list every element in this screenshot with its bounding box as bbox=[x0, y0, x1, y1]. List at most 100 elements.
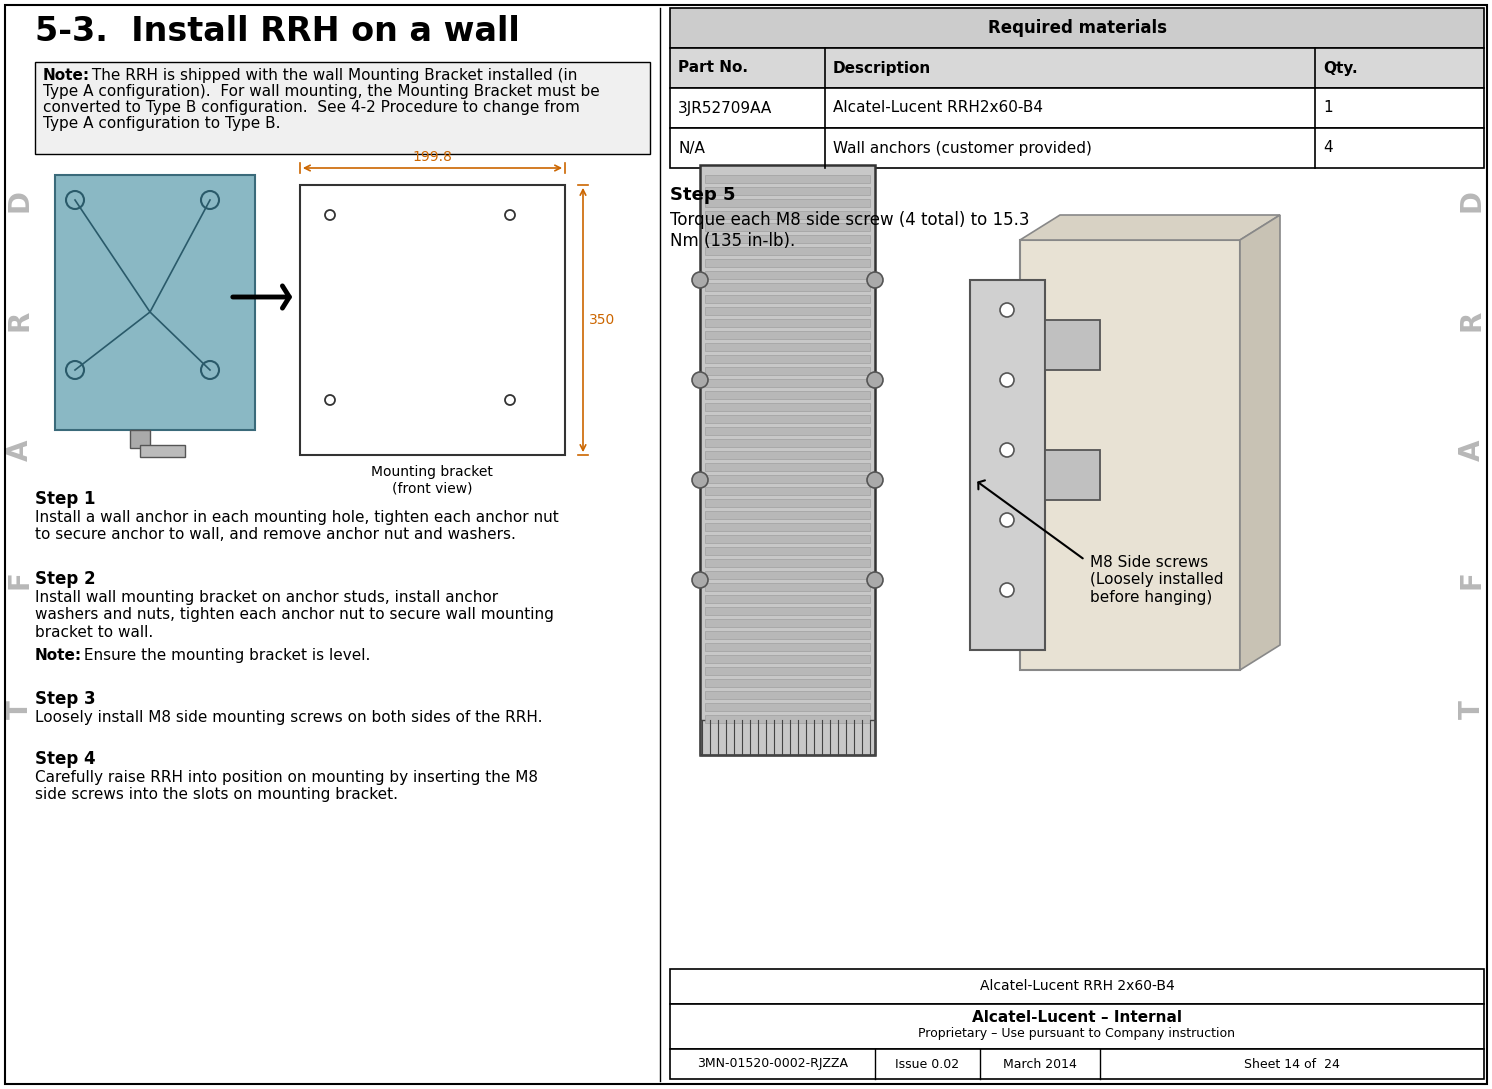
Text: 5-3.  Install RRH on a wall: 5-3. Install RRH on a wall bbox=[34, 15, 519, 48]
Text: Alcatel-Lucent – Internal: Alcatel-Lucent – Internal bbox=[971, 1010, 1182, 1025]
Text: Step 4: Step 4 bbox=[34, 750, 95, 768]
Text: T: T bbox=[6, 700, 34, 720]
Circle shape bbox=[1000, 583, 1015, 597]
Text: D: D bbox=[6, 188, 34, 211]
Bar bbox=[706, 583, 870, 591]
Bar bbox=[706, 475, 870, 484]
Bar bbox=[706, 175, 870, 183]
Bar bbox=[706, 259, 870, 267]
Text: 3MN-01520-0002-RJZZA: 3MN-01520-0002-RJZZA bbox=[697, 1057, 847, 1070]
Circle shape bbox=[692, 472, 709, 488]
Text: N/A: N/A bbox=[677, 140, 704, 156]
Text: A: A bbox=[1458, 439, 1486, 461]
Bar bbox=[706, 535, 870, 543]
Bar bbox=[706, 427, 870, 435]
Text: converted to Type B configuration.  See 4-2 Procedure to change from: converted to Type B configuration. See 4… bbox=[43, 100, 580, 115]
Text: Note:: Note: bbox=[34, 648, 82, 663]
Bar bbox=[670, 48, 1485, 88]
Circle shape bbox=[692, 372, 709, 388]
Bar bbox=[706, 271, 870, 279]
Bar bbox=[706, 331, 870, 339]
Text: Torque each M8 side screw (4 total) to 15.3
Nm (135 in-lb).: Torque each M8 side screw (4 total) to 1… bbox=[670, 211, 1029, 249]
Text: D: D bbox=[1458, 188, 1486, 211]
Bar bbox=[670, 8, 1485, 48]
Text: T: T bbox=[1458, 700, 1486, 720]
Bar bbox=[700, 166, 874, 755]
Text: Qty.: Qty. bbox=[1323, 61, 1358, 75]
Bar bbox=[706, 463, 870, 472]
Bar bbox=[706, 223, 870, 231]
Text: A: A bbox=[6, 439, 34, 461]
Bar bbox=[34, 62, 651, 154]
Text: Step 2: Step 2 bbox=[34, 570, 95, 588]
Bar bbox=[670, 1004, 1485, 1049]
Text: Part No.: Part No. bbox=[677, 61, 747, 75]
Bar bbox=[706, 211, 870, 219]
Text: Alcatel-Lucent RRH 2x60-B4: Alcatel-Lucent RRH 2x60-B4 bbox=[980, 979, 1174, 993]
Bar bbox=[706, 439, 870, 446]
Bar bbox=[706, 343, 870, 351]
Circle shape bbox=[1000, 303, 1015, 317]
Bar bbox=[706, 654, 870, 663]
Bar bbox=[706, 235, 870, 243]
Text: Step 1: Step 1 bbox=[34, 490, 95, 507]
Bar bbox=[706, 523, 870, 531]
Bar bbox=[706, 511, 870, 519]
Text: Alcatel-Lucent RRH2x60-B4: Alcatel-Lucent RRH2x60-B4 bbox=[833, 100, 1043, 115]
Bar bbox=[706, 367, 870, 375]
Polygon shape bbox=[1240, 215, 1280, 670]
Bar bbox=[55, 175, 255, 430]
Bar bbox=[700, 720, 874, 755]
Text: Carefully raise RRH into position on mounting by inserting the M8
side screws in: Carefully raise RRH into position on mou… bbox=[34, 770, 539, 803]
Polygon shape bbox=[1021, 215, 1280, 240]
Circle shape bbox=[1000, 443, 1015, 457]
Bar bbox=[706, 307, 870, 315]
Bar bbox=[706, 680, 870, 687]
Text: March 2014: March 2014 bbox=[1003, 1057, 1077, 1070]
Text: Sheet 14 of  24: Sheet 14 of 24 bbox=[1244, 1057, 1340, 1070]
Bar bbox=[706, 643, 870, 651]
Bar bbox=[706, 715, 870, 723]
Text: Ensure the mounting bracket is level.: Ensure the mounting bracket is level. bbox=[79, 648, 370, 663]
Circle shape bbox=[1000, 513, 1015, 527]
Bar bbox=[706, 187, 870, 195]
Bar bbox=[706, 595, 870, 603]
Circle shape bbox=[1000, 374, 1015, 387]
Text: F: F bbox=[1458, 571, 1486, 589]
Bar bbox=[670, 129, 1485, 168]
Bar bbox=[706, 607, 870, 615]
Bar bbox=[706, 571, 870, 579]
Text: Proprietary – Use pursuant to Company instruction: Proprietary – Use pursuant to Company in… bbox=[919, 1027, 1235, 1040]
Bar bbox=[706, 666, 870, 675]
Bar bbox=[300, 185, 565, 455]
Text: 3JR52709AA: 3JR52709AA bbox=[677, 100, 773, 115]
Bar bbox=[706, 403, 870, 411]
Bar bbox=[670, 88, 1485, 129]
Circle shape bbox=[867, 472, 883, 488]
Text: Note:: Note: bbox=[43, 68, 90, 83]
Text: Step 3: Step 3 bbox=[34, 690, 95, 708]
Bar bbox=[706, 547, 870, 555]
Text: Mounting bracket
(front view): Mounting bracket (front view) bbox=[372, 465, 492, 495]
Bar bbox=[706, 199, 870, 207]
Bar bbox=[706, 247, 870, 255]
Text: Install a wall anchor in each mounting hole, tighten each anchor nut
to secure a: Install a wall anchor in each mounting h… bbox=[34, 510, 558, 542]
Text: 4: 4 bbox=[1323, 140, 1332, 156]
Bar bbox=[706, 487, 870, 495]
Text: Required materials: Required materials bbox=[988, 19, 1167, 37]
Bar bbox=[706, 319, 870, 327]
Text: Install wall mounting bracket on anchor studs, install anchor
washers and nuts, : Install wall mounting bracket on anchor … bbox=[34, 590, 554, 640]
Bar bbox=[140, 445, 185, 457]
Text: 1: 1 bbox=[1323, 100, 1332, 115]
Bar bbox=[706, 415, 870, 423]
Bar bbox=[706, 355, 870, 363]
Bar bbox=[706, 692, 870, 699]
Bar bbox=[1044, 320, 1100, 370]
Text: M8 Side screws
(Loosely installed
before hanging): M8 Side screws (Loosely installed before… bbox=[1091, 555, 1223, 604]
Bar bbox=[670, 969, 1485, 1004]
Bar bbox=[706, 619, 870, 627]
Text: 199.8: 199.8 bbox=[412, 150, 452, 164]
Text: R: R bbox=[1458, 309, 1486, 331]
Text: Type A configuration to Type B.: Type A configuration to Type B. bbox=[43, 117, 280, 131]
Text: Wall anchors (customer provided): Wall anchors (customer provided) bbox=[833, 140, 1092, 156]
